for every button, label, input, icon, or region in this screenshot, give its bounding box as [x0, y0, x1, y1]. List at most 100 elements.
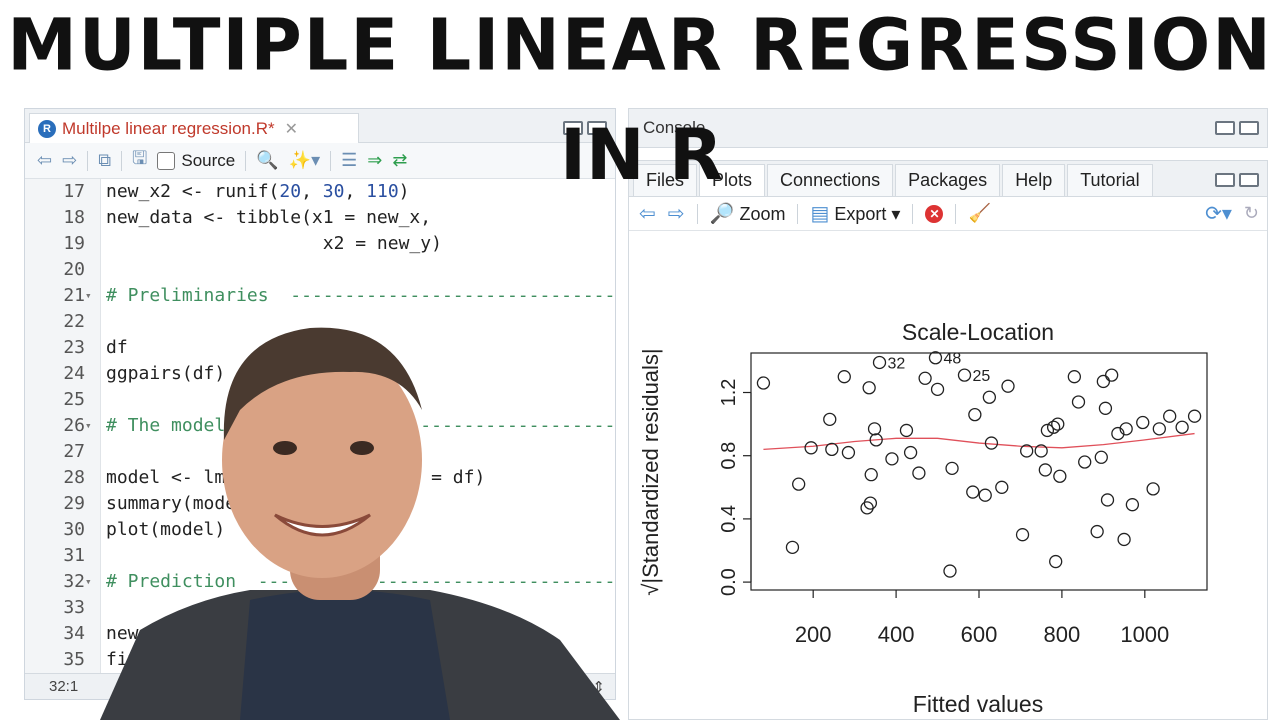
- code-token: new_data <- tibble(x1 = new_x,: [106, 207, 432, 228]
- code-line[interactable]: 33: [25, 595, 615, 621]
- x-axis-label: Fitted values: [913, 691, 1043, 717]
- tab-connections[interactable]: Connections: [767, 164, 894, 196]
- line-number: 28: [63, 467, 85, 488]
- code-line[interactable]: 21 ▾ # Preliminaries ---------------------…: [25, 283, 615, 309]
- export-button[interactable]: ▤ Export ▾: [810, 203, 901, 225]
- zoom-button[interactable]: 🔎 Zoom: [710, 201, 786, 226]
- restore-pane-icon[interactable]: [1215, 121, 1235, 135]
- previous-plot-icon[interactable]: ⇦: [639, 203, 656, 225]
- code-tools-wand-icon[interactable]: ✨▾: [288, 150, 321, 170]
- editor-tab-bar: R Multilpe linear regression.R* ✕: [25, 109, 615, 143]
- x-tick-label: 1000: [1120, 622, 1169, 647]
- data-point: [912, 466, 926, 480]
- toolbar-divider: [121, 150, 123, 171]
- close-icon[interactable]: ✕: [284, 120, 298, 138]
- maximize-pane-icon[interactable]: [587, 121, 607, 135]
- code-text: plot(model): [106, 517, 225, 543]
- code-token: new_x2 <- runif(: [106, 181, 280, 202]
- refresh-icon[interactable]: ↻: [1243, 203, 1259, 223]
- tab-help[interactable]: Help: [1002, 164, 1066, 196]
- data-point: [1067, 370, 1081, 384]
- next-plot-icon[interactable]: ⇨: [667, 203, 685, 225]
- code-line[interactable]: 23 df: [25, 335, 615, 361]
- compile-report-icon[interactable]: ☰: [341, 150, 358, 170]
- fold-toggle-icon[interactable]: ▾: [85, 289, 92, 302]
- back-arrow-icon[interactable]: ⇦: [37, 150, 53, 170]
- show-in-window-icon[interactable]: ⧉: [98, 150, 112, 170]
- code-line[interactable]: 24 ggpairs(df): [25, 361, 615, 387]
- remove-plot-icon[interactable]: ✕: [925, 204, 944, 223]
- line-number: 18: [63, 207, 85, 228]
- code-line[interactable]: 19 x2 = new_y): [25, 231, 615, 257]
- x-tick-label: 800: [1044, 622, 1081, 647]
- save-icon[interactable]: 🖫: [132, 147, 148, 168]
- code-line[interactable]: 31: [25, 543, 615, 569]
- data-point: [823, 412, 837, 427]
- code-token: plot(model): [106, 519, 226, 540]
- file-tab[interactable]: R Multilpe linear regression.R* ✕: [29, 113, 359, 143]
- code-number: 30: [322, 181, 345, 202]
- data-point: [1001, 379, 1015, 393]
- rerun-icon[interactable]: ⇄: [392, 150, 408, 170]
- data-point: [984, 436, 999, 450]
- run-line-icon[interactable]: ⇒: [367, 150, 383, 170]
- data-point: [1020, 444, 1034, 458]
- data-point: [903, 445, 918, 460]
- minimize-pane-icon[interactable]: [563, 121, 583, 135]
- minimize-pane-icon[interactable]: [1215, 173, 1235, 187]
- forward-arrow-icon[interactable]: ⇨: [62, 150, 78, 170]
- code-number: 20: [279, 181, 302, 202]
- data-point: [1038, 463, 1052, 477]
- code-line[interactable]: 30 plot(model): [25, 517, 615, 543]
- line-number: 27: [63, 441, 85, 462]
- code-line[interactable]: 17 new_x2 <- runif(20, 30, 110): [25, 179, 615, 205]
- fold-toggle-icon[interactable]: ▾: [85, 419, 92, 432]
- code-line[interactable]: 18 new_data <- tibble(x1 = new_x,: [25, 205, 615, 231]
- code-line[interactable]: 27: [25, 439, 615, 465]
- point-label: 25: [972, 368, 990, 385]
- point-labels: 32 48 25: [888, 351, 991, 385]
- line-number: 17: [63, 181, 85, 202]
- data-point: [841, 445, 856, 460]
- data-point: [1034, 444, 1048, 458]
- clear-all-broom-icon[interactable]: 🧹: [968, 203, 991, 223]
- data-point: [1125, 498, 1140, 512]
- data-point: [864, 468, 878, 482]
- data-point: [1071, 395, 1086, 409]
- data-point: [1119, 422, 1133, 436]
- data-point: [943, 564, 957, 578]
- search-icon[interactable]: 🔍: [256, 150, 279, 170]
- code-token: df: [106, 337, 128, 358]
- maximize-pane-icon[interactable]: [1239, 173, 1259, 187]
- maximize-pane-icon[interactable]: [1239, 121, 1259, 135]
- presenter-shirt: [240, 590, 450, 720]
- tab-tutorial[interactable]: Tutorial: [1067, 164, 1153, 196]
- point-label: 48: [943, 351, 961, 368]
- code-line[interactable]: 25: [25, 387, 615, 413]
- smoother-line: [763, 432, 1195, 451]
- data-point: [945, 461, 959, 475]
- toolbar-divider: [797, 203, 799, 224]
- source-on-save[interactable]: Source: [157, 151, 235, 171]
- tab-plots[interactable]: Plots: [699, 164, 766, 196]
- fold-toggle-icon[interactable]: ▾: [85, 575, 92, 588]
- source-on-save-checkbox[interactable]: [157, 151, 176, 170]
- editor-pane-buttons: [563, 121, 607, 135]
- code-line[interactable]: 29 summary(model): [25, 491, 615, 517]
- console-label[interactable]: Console: [643, 118, 706, 137]
- code-line[interactable]: 20: [25, 257, 615, 283]
- data-point: [872, 355, 887, 370]
- data-point: [1015, 528, 1030, 542]
- y-axis: 0.0 0.4 0.8 1.2: [718, 379, 752, 596]
- publish-icon[interactable]: ⟳▾: [1205, 203, 1232, 225]
- export-icon: ▤: [810, 203, 830, 225]
- x-tick-label: 600: [961, 622, 998, 647]
- code-token: summary(model): [106, 493, 258, 514]
- data-point: [930, 382, 945, 396]
- point-label: 32: [888, 355, 906, 372]
- console-pane-header: Console: [628, 108, 1268, 148]
- tab-packages[interactable]: Packages: [895, 164, 1001, 196]
- tab-files[interactable]: Files: [633, 164, 698, 196]
- code-line[interactable]: 22: [25, 309, 615, 335]
- toolbar-divider: [696, 203, 698, 224]
